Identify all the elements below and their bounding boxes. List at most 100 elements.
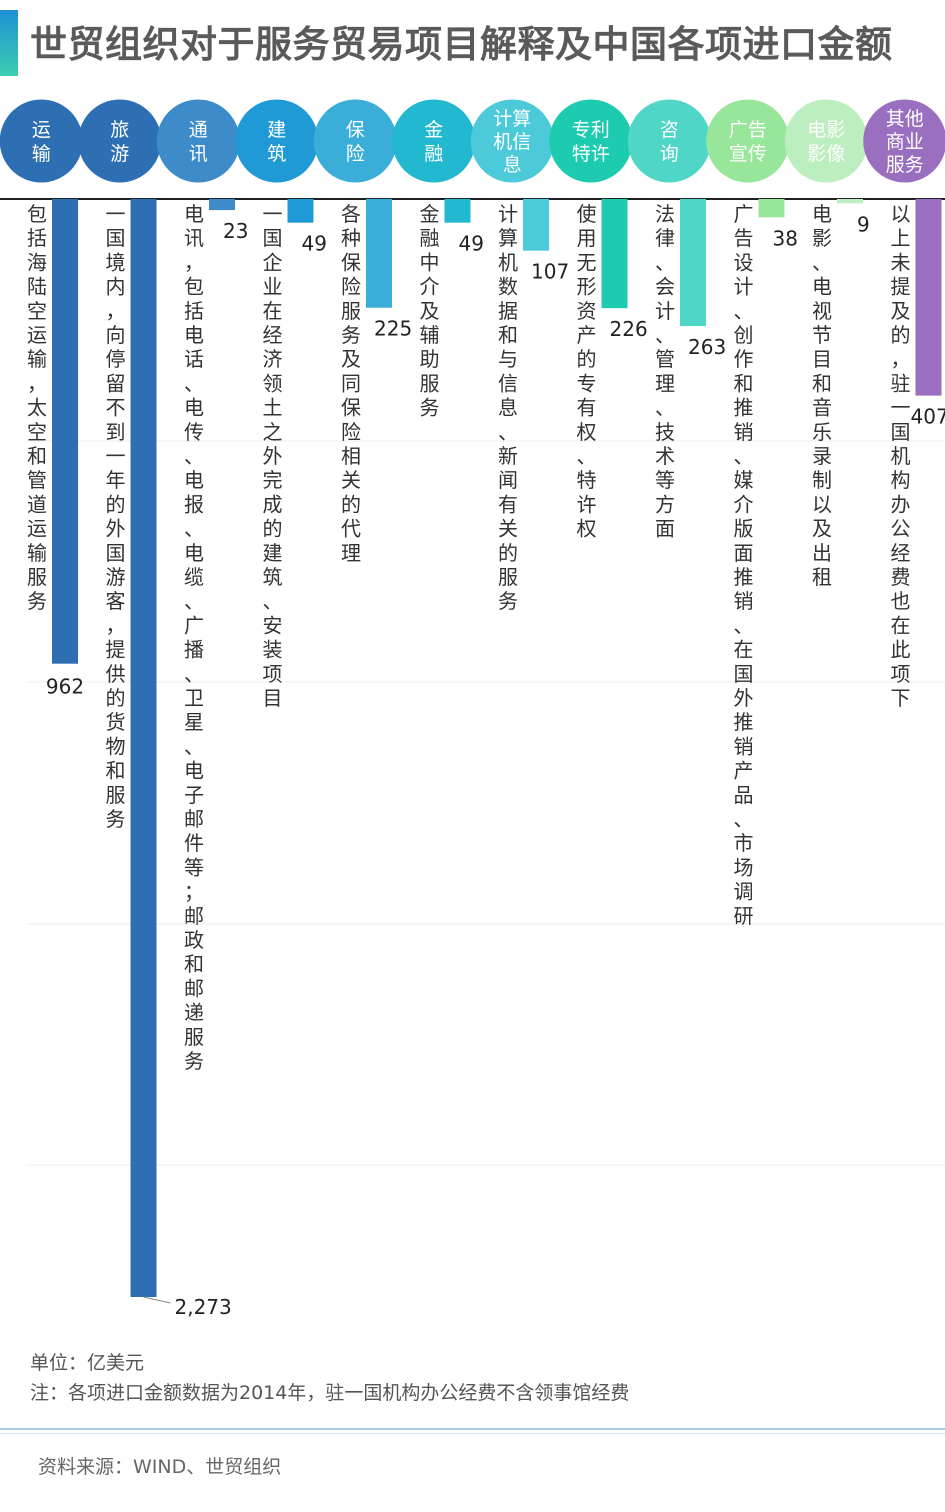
category-circle-5 (392, 99, 476, 183)
value-label-8: 263 (688, 335, 726, 359)
value-label-9: 38 (773, 226, 798, 250)
value-label-7: 226 (610, 317, 648, 341)
category-circle-2 (156, 99, 240, 183)
category-label-0-1: 输 (32, 143, 51, 165)
bar-1 (130, 199, 157, 1297)
value-label-5: 49 (459, 232, 484, 256)
value-label-6: 107 (531, 260, 569, 284)
description-char: 的 (263, 517, 283, 541)
description-char: 设 (734, 250, 754, 274)
description-char: 节 (812, 323, 832, 347)
description-char: 中 (420, 250, 440, 274)
description-char: 游 (106, 565, 126, 589)
description-char: 土 (263, 396, 283, 420)
description-char: 费 (891, 565, 911, 589)
description-char: 电 (184, 202, 204, 226)
description-char: 以 (891, 202, 911, 226)
category-label-1-1: 游 (110, 143, 129, 165)
description-char: 外 (734, 686, 754, 710)
description-char: 卫 (184, 686, 204, 710)
category-label-6-0: 计算 (493, 108, 531, 130)
description-char: 服 (341, 299, 361, 323)
description-char: 完 (263, 468, 283, 492)
description-char: 电 (812, 275, 832, 299)
description-char: 视 (812, 299, 832, 323)
description-char: 运 (27, 323, 47, 347)
description-char: 企 (263, 250, 283, 274)
description-char: 包 (184, 275, 204, 299)
description-char: 驻 (891, 371, 911, 395)
description-char: 推 (734, 565, 754, 589)
description-6: 计算机数据和与信息、新闻有关的服务 (498, 202, 518, 613)
category-label-10-0: 电影 (807, 119, 845, 141)
bar-10 (837, 199, 863, 204)
category-circle-10 (784, 99, 868, 183)
description-char: 项 (263, 662, 283, 686)
description-char: 、 (734, 299, 754, 323)
category-label-5-0: 金 (424, 119, 443, 141)
description-char: 的 (498, 541, 518, 565)
description-char: 告 (734, 226, 754, 250)
description-char: 租 (812, 565, 832, 589)
description-char: 相 (341, 444, 361, 468)
description-8: 法律、会计、管理、技术等方面 (655, 202, 675, 541)
category-circle-3 (235, 99, 319, 183)
description-char: 、 (184, 444, 204, 468)
description-char: 一 (263, 202, 283, 226)
category-label-6-1: 机信 (493, 131, 531, 153)
description-char: 政 (184, 928, 204, 952)
bar-4 (366, 199, 392, 308)
description-char: 据 (498, 299, 518, 323)
description-char: 销 (734, 589, 754, 613)
category-label-8-1: 询 (660, 143, 679, 165)
description-char: 境 (106, 250, 126, 274)
description-char: 计 (655, 299, 675, 323)
description-char: 险 (341, 420, 361, 444)
description-0: 包括海陆空运输，太空和管道运输服务 (27, 202, 47, 613)
description-char: 经 (891, 541, 911, 565)
description-char: 技 (655, 420, 675, 444)
description-char: 种 (341, 226, 361, 250)
description-char: 、 (655, 250, 675, 274)
description-char: 件 (184, 831, 204, 855)
description-9: 广告设计、创作和推销、媒介版面推销、在国外推销产品、市场调研 (734, 202, 754, 928)
description-char: 服 (184, 1025, 204, 1049)
description-char: 、 (184, 662, 204, 686)
description-char: 不 (106, 396, 126, 420)
description-char: 也 (891, 589, 911, 613)
category-label-7-1: 特许 (572, 143, 610, 165)
description-char: 息 (498, 396, 518, 420)
description-char: 的 (891, 323, 911, 347)
description-char: 资 (577, 299, 597, 323)
description-char: 和 (498, 323, 518, 347)
description-char: 内 (106, 275, 126, 299)
description-char: 关 (498, 517, 518, 541)
category-label-6-2: 息 (503, 154, 522, 176)
description-char: 提 (106, 638, 126, 662)
category-label-8-0: 咨 (660, 119, 679, 141)
description-char: 邮 (184, 807, 204, 831)
description-char: 、 (184, 734, 204, 758)
description-char: 的 (341, 492, 361, 516)
description-char: 缆 (184, 565, 204, 589)
description-char: 、 (734, 444, 754, 468)
description-char: 、 (577, 444, 597, 468)
category-label-3-1: 筑 (267, 143, 286, 165)
description-char: 客 (106, 589, 126, 613)
description-char: 使 (577, 202, 597, 226)
description-char: 和 (734, 371, 754, 395)
description-char: 话 (184, 347, 204, 371)
description-char: 无 (577, 250, 597, 274)
description-char: 作 (734, 347, 754, 371)
value-label-3: 49 (302, 232, 327, 256)
description-char: 上 (891, 226, 911, 250)
description-char: 国 (734, 662, 754, 686)
description-char: 报 (184, 492, 204, 516)
description-2: 电讯，包括电话、电传、电报、电缆、广播、卫星、电子邮件等；邮政和邮递服务 (184, 202, 204, 1073)
description-char: 务 (341, 323, 361, 347)
description-char: 的 (106, 686, 126, 710)
page-title: 世贸组织对于服务贸易项目解释及中国各项进口金额 (30, 23, 893, 66)
description-char: 理 (655, 371, 675, 395)
category-label-4-1: 险 (346, 143, 365, 165)
description-char: 目 (812, 347, 832, 371)
